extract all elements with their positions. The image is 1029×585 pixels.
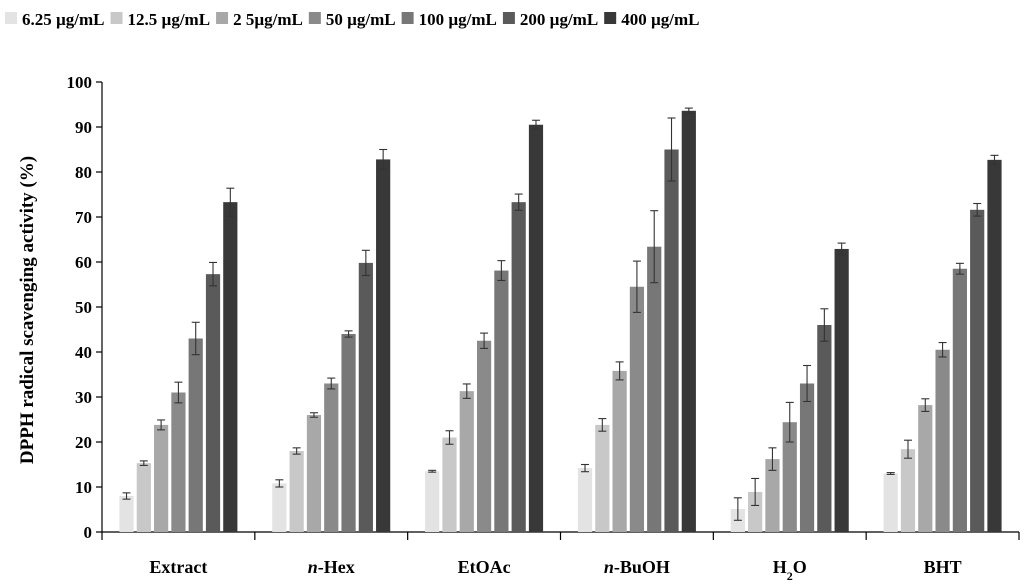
legend-label: 2 5µg/mL <box>233 10 303 29</box>
bar <box>272 483 287 532</box>
bar <box>289 451 304 532</box>
bar <box>223 202 238 532</box>
y-tick-label: 80 <box>75 163 92 182</box>
bar <box>970 209 985 533</box>
bar <box>306 415 322 532</box>
legend-swatch <box>401 12 414 24</box>
legend-swatch <box>5 12 17 24</box>
bar <box>765 459 780 532</box>
x-category-label: n-BuOH <box>604 557 670 577</box>
bar <box>442 437 457 532</box>
bars <box>119 107 1002 533</box>
bar <box>341 334 356 532</box>
x-category-label: BHT <box>924 557 962 577</box>
bar <box>952 268 967 532</box>
legend-swatch <box>216 12 229 24</box>
bar <box>459 391 474 532</box>
bar <box>918 405 933 532</box>
bar <box>935 349 950 532</box>
y-axis-title: DPPH radical scavenging activity (%) <box>17 156 38 464</box>
legend-swatch <box>110 12 123 24</box>
x-category-label: EtOAc <box>458 557 511 577</box>
y-tick-label: 30 <box>75 388 92 407</box>
y-tick-label: 90 <box>75 118 92 137</box>
bar <box>358 262 373 532</box>
legend-label: 12.5 µg/mL <box>128 10 211 29</box>
y-tick-label: 100 <box>67 73 93 92</box>
legend-swatch <box>502 12 515 24</box>
bar <box>629 286 645 532</box>
bar <box>188 338 203 532</box>
y-tick-label: 0 <box>84 523 93 542</box>
y-tick-label: 40 <box>75 343 92 362</box>
bar <box>681 110 696 533</box>
y-tick-label: 50 <box>75 298 92 317</box>
legend: 6.25 µg/mL 12.5 µg/mL 2 5µg/mL 50 µg/mL 100 … <box>5 10 699 29</box>
bar <box>425 471 440 532</box>
bar <box>577 468 593 532</box>
bar <box>119 496 134 532</box>
bar <box>595 424 610 532</box>
bar <box>324 383 339 532</box>
bar <box>799 383 815 532</box>
bar <box>834 248 849 532</box>
bar <box>900 449 916 532</box>
bar <box>511 202 526 532</box>
legend-label: 100 µg/mL <box>419 10 497 29</box>
y-tick-label: 70 <box>75 208 92 227</box>
bar <box>883 473 898 532</box>
bar <box>494 270 509 532</box>
bar <box>647 246 662 532</box>
bar <box>528 124 544 532</box>
bar <box>376 159 391 532</box>
legend-swatch <box>308 12 321 24</box>
bar <box>748 491 763 532</box>
legend-label: 50 µg/mL <box>326 10 396 29</box>
bar <box>136 463 151 532</box>
bar <box>612 370 627 532</box>
bar <box>171 392 186 532</box>
legend-label: 200 µg/mL <box>520 10 598 29</box>
x-axis: Extract n-Hex EtOAc n-BuOH H2O BHT <box>101 531 1020 583</box>
legend-label: 400 µg/mL <box>621 10 699 29</box>
x-category-label: Extract <box>149 557 207 577</box>
y-tick-label: 10 <box>75 478 92 497</box>
y-tick-label: 20 <box>75 433 92 452</box>
y-axis: 0 10 20 30 40 50 60 70 80 90 100 <box>67 73 103 542</box>
x-category-label: H2O <box>773 557 807 583</box>
y-tick-label: 60 <box>75 253 92 272</box>
x-category-label: n-Hex <box>308 557 355 577</box>
bar <box>154 424 169 532</box>
bar <box>205 274 221 532</box>
bar <box>476 340 492 532</box>
legend-swatch <box>604 12 617 24</box>
legend-label: 6.25 µg/mL <box>22 10 105 29</box>
bar <box>782 422 797 532</box>
bar <box>664 149 679 532</box>
bar <box>987 159 1002 532</box>
bar <box>817 325 832 532</box>
